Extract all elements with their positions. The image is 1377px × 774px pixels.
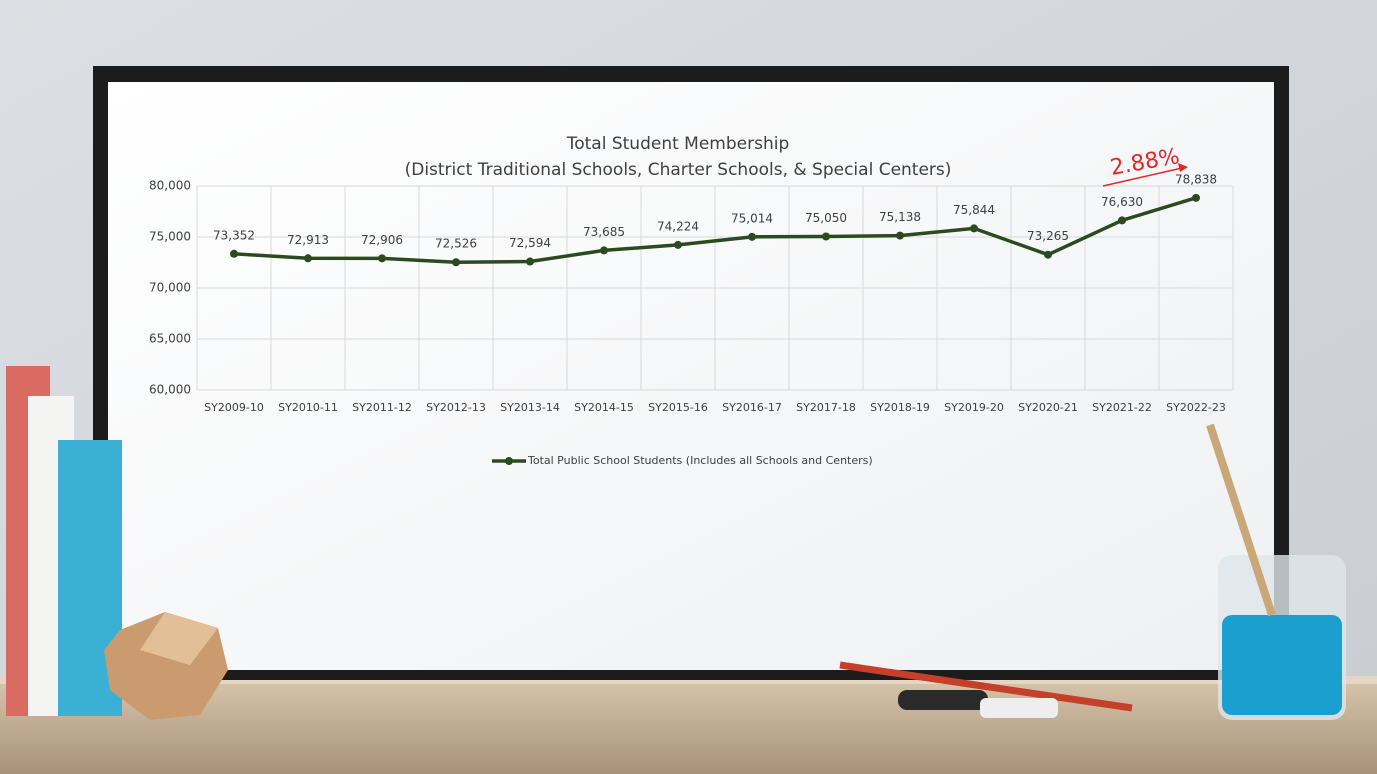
- data-label: 76,630: [1101, 195, 1143, 209]
- data-label: 75,050: [805, 211, 847, 225]
- eraser: [980, 698, 1058, 718]
- marker: [898, 690, 988, 710]
- x-tick-label: SY2012-13: [426, 401, 486, 414]
- data-point: [674, 240, 682, 249]
- x-tick-label: SY2019-20: [944, 401, 1004, 414]
- y-tick-label: 75,000: [149, 230, 191, 244]
- data-point: [600, 246, 608, 255]
- brush: [1206, 423, 1276, 617]
- data-point: [526, 257, 534, 266]
- data-point: [1118, 216, 1126, 225]
- data-label: 72,913: [287, 233, 329, 247]
- data-label: 75,844: [953, 203, 995, 217]
- data-label: 75,014: [731, 211, 773, 225]
- data-label: 73,265: [1027, 229, 1069, 243]
- x-tick-label: SY2015-16: [648, 401, 708, 414]
- data-label: 72,594: [509, 236, 551, 250]
- x-tick-label: SY2011-12: [352, 401, 412, 414]
- data-label: 78,838: [1175, 172, 1217, 186]
- x-tick-label: SY2021-22: [1092, 401, 1152, 414]
- series-line: [233, 196, 1197, 264]
- annotation-arrow: [1102, 167, 1183, 187]
- x-tick-label: SY2017-18: [796, 401, 856, 414]
- x-tick-label: SY2020-21: [1018, 401, 1078, 414]
- x-tick-label: SY2018-19: [870, 401, 930, 414]
- legend-marker: [505, 457, 513, 465]
- wood-block-face: [140, 612, 218, 665]
- x-tick-label: SY2009-10: [204, 401, 264, 414]
- y-tick-label: 70,000: [149, 281, 191, 295]
- data-point: [970, 224, 978, 233]
- shelf: [0, 676, 1377, 774]
- data-label: 74,224: [657, 219, 699, 233]
- x-tick-label: SY2013-14: [500, 401, 560, 414]
- x-tick-label: SY2010-11: [278, 401, 338, 414]
- x-tick-label: SY2014-15: [574, 401, 634, 414]
- annotation-arrowhead: [1178, 163, 1188, 172]
- data-label: 73,352: [213, 228, 255, 242]
- pencil: [839, 661, 1133, 712]
- data-label: 73,685: [583, 225, 625, 239]
- data-label: 72,906: [361, 233, 403, 247]
- data-point: [896, 231, 904, 240]
- chart-subtitle: (District Traditional Schools, Charter S…: [405, 160, 952, 180]
- plot: 60,000 65,000 70,000 75,000 80,000 SY2009-10 S…: [149, 144, 1234, 467]
- data-label: 75,138: [879, 210, 921, 224]
- data-point: [452, 258, 460, 267]
- y-tick-label: 60,000: [149, 383, 191, 397]
- board: [108, 82, 1274, 670]
- data-point: [1192, 193, 1200, 202]
- data-point: [304, 254, 312, 263]
- x-tick-label: SY2016-17: [722, 401, 782, 414]
- chart-title: Total Student Membership: [566, 134, 790, 154]
- data-label: 72,526: [435, 237, 477, 251]
- data-point: [748, 232, 756, 241]
- data-point: [378, 254, 386, 263]
- legend-label: Total Public School Students (Includes a…: [527, 454, 873, 467]
- x-tick-label: SY2022-23: [1166, 401, 1226, 414]
- y-tick-label: 80,000: [149, 179, 191, 193]
- data-point: [230, 249, 238, 258]
- y-tick-label: 65,000: [149, 332, 191, 346]
- jar-water: [1222, 615, 1342, 715]
- data-point: [1044, 250, 1052, 259]
- data-point: [822, 232, 830, 241]
